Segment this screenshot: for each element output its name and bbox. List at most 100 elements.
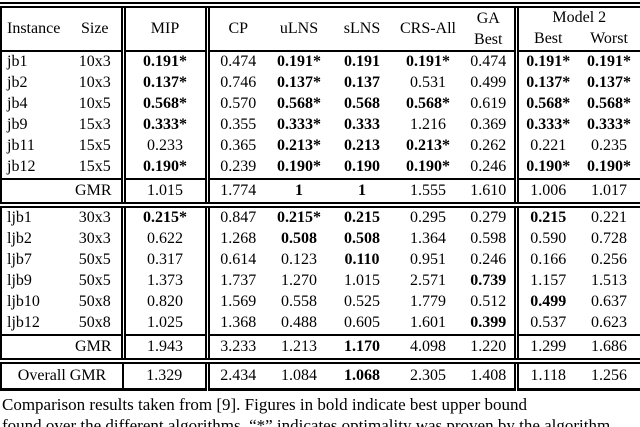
cell-ga-best: 0.499 (463, 73, 519, 94)
cell-size: 10x5 (69, 94, 126, 115)
cell-cp: 2.434 (220, 366, 257, 384)
table-caption: Comparison results taken from [9]. Figur… (0, 394, 640, 427)
caption-line-2: found over the different algorithms. “*”… (2, 416, 615, 427)
cell-cp: 1.737 (220, 272, 257, 290)
cell-ulns: 0.333* (277, 116, 321, 134)
cell-ga-best: 0.474 (463, 51, 519, 73)
cell-crs-all: 0.568* (406, 95, 450, 113)
cell-ga-best: 0.246 (463, 157, 519, 179)
cell-size: 30x3 (69, 229, 126, 250)
cell-slns: 0.508 (344, 230, 380, 248)
table-row: ljb2 30x3 0.622 1.268 0.508 0.508 1.364 0.598 0.… (1, 229, 640, 250)
cell-model2-best: 0.137* (526, 74, 571, 92)
table-row: jb2 10x3 0.137* 0.746 0.137* 0.137 0.531 0.499 0… (1, 73, 640, 94)
cell-model2-worst: 0.256 (591, 251, 627, 269)
cell-size: 50x5 (69, 250, 126, 271)
cell-cp: 0.847 (220, 209, 257, 227)
cell-size: 30x3 (69, 205, 126, 229)
col-header-model2-best: Best (516, 29, 578, 52)
table-row: jb11 15x5 0.233 0.365 0.213* 0.213 0.213* 0.262… (1, 136, 640, 157)
cell-slns: 0.333 (344, 116, 380, 134)
cell-mip: 0.568* (123, 94, 210, 115)
cell-crs-all: 2.305 (410, 366, 446, 384)
cell-slns: 1.170 (331, 334, 393, 364)
cell-ulns: 0.213* (277, 137, 321, 155)
cell-crs-all: 1.601 (410, 314, 446, 332)
cell-ga-best: 0.512 (463, 292, 519, 313)
cell-cp: 1.569 (220, 293, 257, 311)
table-row: jb12 15x5 0.190* 0.239 0.190* 0.190 0.190* 0.24… (1, 157, 640, 179)
cell-slns: 0.191 (344, 53, 380, 71)
cell-cp: 0.474 (220, 53, 257, 71)
cell-slns: 1.068 (344, 366, 380, 384)
cell-size: 15x5 (69, 136, 126, 157)
header-row-1: Instance Size MIP CP uLNS sLNS CRS-All G… (1, 5, 640, 52)
cell-mip: 1.373 (123, 271, 210, 292)
caption-line-1: Comparison results taken from [9]. Figur… (2, 395, 528, 414)
table-row: jb4 10x5 0.568* 0.570 0.568* 0.568 0.568* 0.619… (1, 94, 640, 115)
cell-slns: 0.525 (344, 293, 380, 311)
col-header-ga: GA (463, 5, 519, 29)
table-row: jb9 15x3 0.333* 0.355 0.333* 0.333 1.216 0.369 0… (1, 115, 640, 136)
col-header-instance: Instance (1, 5, 69, 52)
cell-ulns: 0.137* (277, 74, 321, 92)
table-row: ljb7 50x5 0.317 0.614 0.123 0.110 0.951 0.246 0.… (1, 250, 640, 271)
results-table: Instance Size MIP CP uLNS sLNS CRS-All G… (0, 2, 640, 391)
cell-ulns: 1.270 (281, 272, 317, 290)
cell-model2-best: 1.157 (530, 272, 567, 290)
cell-ga-best: 0.739 (463, 271, 519, 292)
cell-model2-best: 0.190* (526, 158, 571, 176)
cell-model2-best: 0.333* (526, 116, 571, 134)
overall-gmr-label: Overall GMR (1, 361, 124, 390)
cell-model2-worst: 0.235 (591, 137, 627, 155)
cell-cp: 1.368 (220, 314, 257, 332)
cell-model2-best: 1.006 (516, 178, 578, 208)
cell-cp: 0.365 (220, 137, 257, 155)
cell-model2-best: 0.499 (530, 293, 567, 311)
cell-mip: 0.137* (123, 73, 210, 94)
cell-size: 50x8 (69, 292, 126, 313)
cell-cp: 1.774 (207, 178, 267, 208)
cell-cp: 1.268 (220, 230, 257, 248)
cell-model2-worst: 0.637 (591, 293, 627, 311)
cell-ulns: 0.190* (277, 158, 321, 176)
cell-ulns: 0.123 (281, 251, 317, 269)
table-row: ljb9 50x5 1.373 1.737 1.270 1.015 2.571 0.739 1.… (1, 271, 640, 292)
cell-model2-worst: 0.221 (591, 209, 627, 227)
cell-slns: 1.015 (344, 272, 380, 290)
table-body: jb1 10x3 0.191* 0.474 0.191* 0.191 0.191* 0.474… (1, 51, 640, 390)
cell-model2-best: 0.166 (530, 251, 567, 269)
overall-gmr-row: Overall GMR 1.329 2.434 1.084 1.068 2.305 1.40… (1, 361, 640, 390)
cell-crs-all: 4.098 (393, 334, 463, 364)
cell-crs-all: 1.216 (410, 116, 446, 134)
cell-crs-all: 1.779 (410, 293, 446, 311)
cell-ga-best: 0.279 (463, 205, 519, 229)
cell-size: 15x5 (69, 157, 126, 179)
cell-crs-all: 0.190* (406, 158, 450, 176)
cell-instance: jb4 (7, 95, 28, 113)
gmr-row: GMR 1.943 3.233 1.213 1.170 4.098 1.220 1.299 1.… (1, 334, 640, 364)
table-row: ljb10 50x8 0.820 1.569 0.558 0.525 1.779 0.512 0… (1, 292, 640, 313)
header-row-2: Best Best Worst (1, 29, 640, 52)
cell-cp: 0.570 (220, 95, 257, 113)
cell-model2-best: 0.537 (530, 314, 567, 332)
cell-mip: 0.333* (123, 115, 210, 136)
cell-instance: jb12 (7, 158, 36, 176)
cell-ga-best: 0.399 (463, 313, 519, 335)
cell-mip: 1.329 (123, 361, 210, 390)
col-header-size: Size (69, 5, 126, 52)
cell-ga-best: 0.369 (463, 115, 519, 136)
cell-ulns: 0.568* (277, 95, 321, 113)
cell-ulns: 0.191* (277, 53, 321, 71)
cell-ga-best: 0.598 (463, 229, 519, 250)
col-header-mip: MIP (123, 5, 210, 52)
cell-instance: jb2 (7, 74, 28, 92)
cell-model2-worst: 1.686 (578, 334, 640, 364)
cell-cp: 0.614 (220, 251, 257, 269)
cell-model2-worst: 0.333* (587, 116, 631, 134)
cell-mip: 0.820 (123, 292, 210, 313)
cell-instance: ljb2 (7, 230, 32, 248)
cell-ga-best: 1.220 (463, 334, 519, 364)
cell-slns: 0.137 (344, 74, 380, 92)
col-header-slns: sLNS (331, 5, 393, 52)
